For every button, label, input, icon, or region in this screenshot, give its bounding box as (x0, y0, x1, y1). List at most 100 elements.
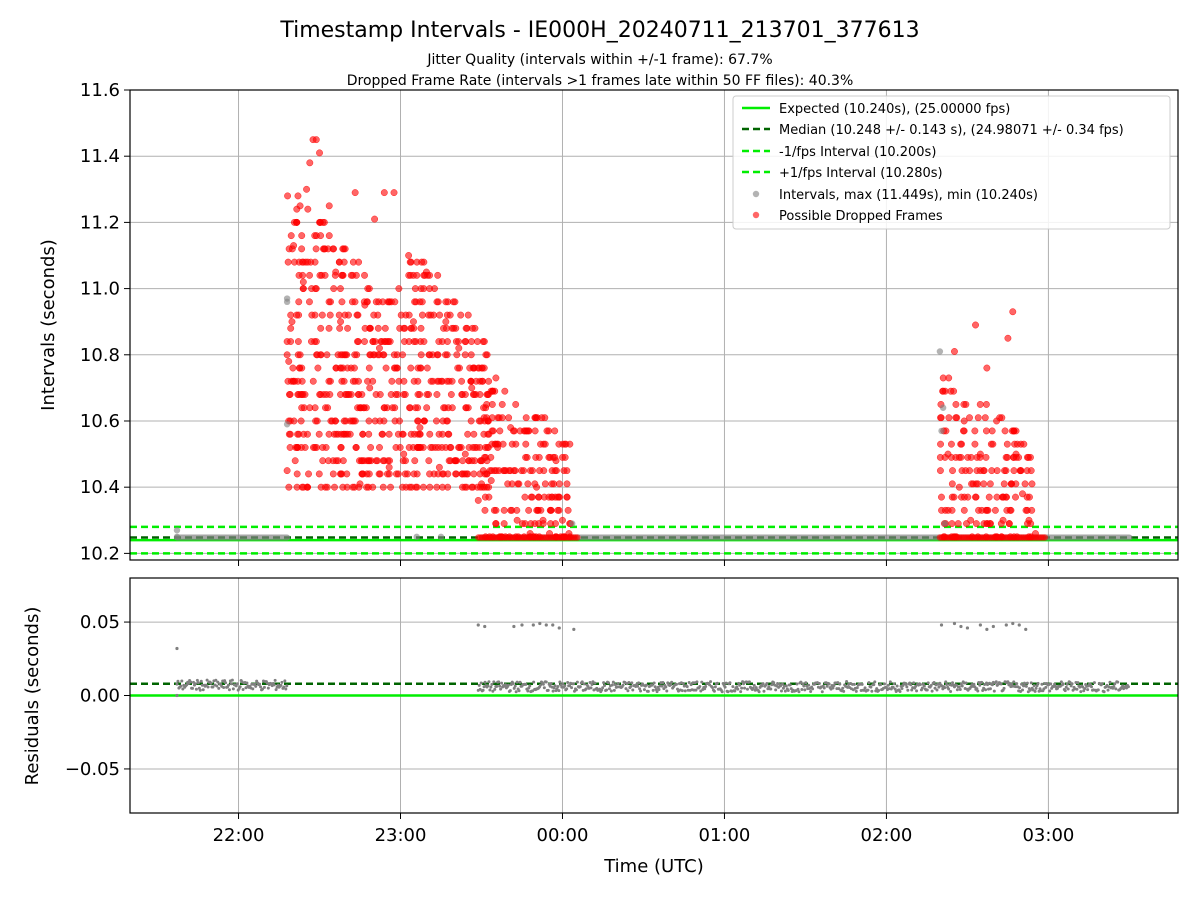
dropped-frame-point (418, 311, 426, 319)
dropped-frame-point (366, 384, 374, 392)
residual-point (685, 685, 689, 689)
residual-point (709, 680, 713, 684)
dropped-frame-point (458, 391, 466, 398)
interval-point (173, 527, 181, 534)
dropped-frame-point (1010, 427, 1018, 435)
dropped-frame-point (410, 338, 418, 345)
dropped-frame-point (512, 440, 520, 448)
dropped-frame-point (488, 400, 496, 408)
dropped-frame-point (387, 391, 395, 398)
dropped-frame-point (380, 189, 388, 197)
dropped-frame-point (563, 480, 571, 488)
residual-point (650, 683, 654, 687)
dropped-frame-point (985, 493, 993, 501)
dropped-frame-point (548, 467, 556, 475)
dropped-frame-point (330, 285, 338, 293)
dropped-frame-point (420, 417, 428, 425)
dropped-frame-point (340, 351, 348, 359)
residual-point (909, 683, 913, 687)
residual-point (845, 680, 849, 684)
residual-point (646, 689, 650, 693)
dropped-frame-point (489, 387, 497, 395)
dropped-frame-point (305, 470, 312, 478)
residual-point (638, 687, 642, 691)
residuals-x-ticks: 22:00 23:00 00:00 01:00 02:00 03:00 (213, 813, 1074, 846)
dropped-frame-point (563, 467, 571, 475)
dropped-frame-point (982, 400, 990, 408)
dropped-frame-point (295, 271, 303, 279)
dropped-frame-point (329, 245, 337, 253)
residual-point (918, 682, 922, 686)
dropped-frame-point (299, 278, 307, 286)
residual-point (1090, 685, 1094, 689)
residual-point (769, 687, 773, 691)
residual-point (227, 688, 231, 692)
intervals-y-tick-label: 10.8 (80, 345, 120, 366)
residual-point (241, 688, 245, 692)
residual-outlier-point (538, 621, 542, 626)
residual-point (762, 689, 766, 693)
residual-point (593, 681, 597, 685)
residual-point (483, 680, 487, 684)
residual-point (215, 684, 219, 688)
residual-point (198, 688, 202, 692)
dropped-frame-point (507, 467, 514, 475)
intervals-y-ticks: 10.2 10.4 10.6 10.8 11.0 11.2 11.4 11.6 (80, 80, 130, 564)
dropped-frame-point (529, 467, 536, 475)
residual-point (925, 688, 929, 692)
intervals-y-tick-label: 11.6 (80, 80, 120, 101)
intervals-y-tick-label: 11.2 (80, 212, 120, 233)
residual-point (955, 688, 959, 692)
residual-point (1012, 680, 1016, 684)
dropped-frame-point (390, 364, 398, 372)
dropped-frame-point (352, 444, 360, 451)
dropped-frame-point (394, 430, 402, 438)
residual-point (752, 683, 756, 687)
dropped-frame-point (469, 391, 477, 398)
dropped-frame-point (547, 506, 555, 514)
dropped-frame-point (417, 324, 425, 332)
residual-point (740, 686, 744, 690)
residual-point (807, 683, 811, 687)
residual-point (538, 683, 542, 687)
residual-point (176, 679, 180, 683)
dropped-frame-point (369, 377, 377, 385)
dropped-frame-point (325, 202, 333, 210)
dropped-frame-point (312, 338, 320, 345)
residual-point (745, 687, 749, 691)
dropped-frame-point (375, 344, 383, 352)
dropped-frame-point (456, 364, 463, 372)
residual-point (832, 683, 836, 687)
residual-point (733, 689, 737, 693)
residual-point (827, 682, 831, 686)
dropped-frame-point (371, 215, 379, 223)
residual-point (607, 687, 611, 691)
dropped-frame-point (337, 318, 345, 326)
dropped-frame-point (527, 493, 535, 501)
dropped-frame-point (351, 189, 359, 197)
residual-point (994, 680, 998, 684)
residual-point (1020, 682, 1024, 686)
intervals-y-axis-label: Intervals (seconds) (38, 239, 59, 411)
dropped-frame-point (423, 404, 431, 412)
residual-point (831, 686, 835, 690)
dropped-frame-point (406, 483, 414, 491)
residual-point (860, 682, 864, 686)
residual-point (589, 686, 593, 690)
dropped-frame-point (547, 520, 555, 528)
residual-point (660, 684, 664, 688)
dropped-frame-point (414, 377, 422, 385)
dropped-frame-point (986, 480, 994, 488)
dropped-frame-point (492, 520, 500, 528)
residuals-y-axis-label: Residuals (seconds) (22, 607, 43, 786)
dropped-frame-point (541, 440, 549, 448)
dropped-frame-point (481, 506, 489, 514)
dropped-frame-point (1009, 308, 1017, 316)
dropped-frame-point (537, 506, 545, 514)
dropped-frame-point (471, 324, 479, 332)
residual-point (783, 689, 787, 693)
dropped-frame-point (416, 444, 424, 451)
dropped-frame-point (287, 232, 295, 240)
residual-point (904, 682, 908, 686)
dropped-frame-point (400, 450, 408, 458)
